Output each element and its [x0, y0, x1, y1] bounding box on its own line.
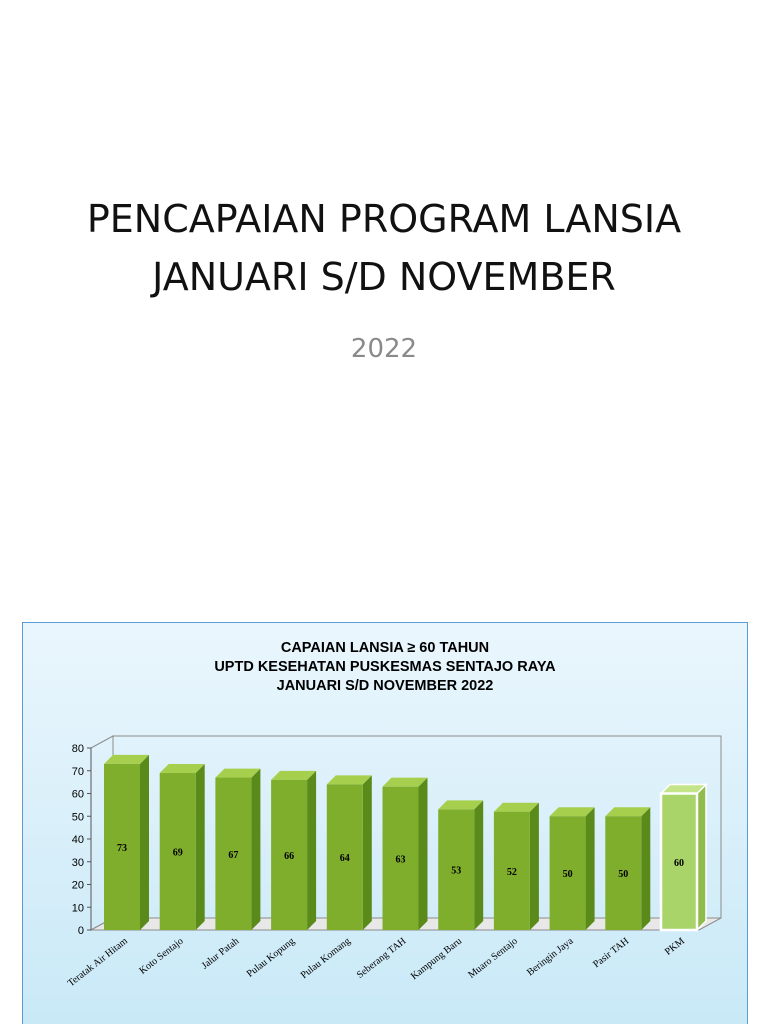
bar-side — [362, 775, 372, 930]
bar-side — [585, 807, 595, 930]
bar-top — [104, 754, 149, 764]
bar — [271, 779, 308, 930]
bar-value-label: 52 — [507, 867, 517, 878]
bar — [326, 784, 363, 930]
bar-side — [418, 777, 428, 930]
bar-top — [549, 807, 595, 817]
bar — [382, 786, 419, 930]
slide-title: PENCAPAIAN PROGRAM LANSIA JANUARI S/D NO… — [0, 190, 768, 306]
x-tick-label: Teratak Air Hitam — [66, 936, 130, 990]
x-tick-label: Muaro Sentajo — [466, 936, 519, 981]
y-tick-label: 20 — [72, 880, 84, 892]
bar-side — [529, 802, 539, 930]
bar — [215, 777, 252, 930]
slide-title-line2: JANUARI S/D NOVEMBER — [152, 255, 616, 299]
bar-top — [438, 800, 484, 810]
bar-side — [641, 807, 651, 930]
y-tick-label: 50 — [72, 811, 84, 823]
x-tick-label: Koto Sentajo — [137, 936, 185, 977]
bar-value-label: 60 — [674, 858, 684, 869]
bar-value-label: 64 — [340, 853, 350, 864]
bar-value-label: 69 — [173, 848, 183, 859]
y-tick-label: 10 — [72, 902, 84, 914]
x-tick-label: Kampung Baru — [409, 936, 464, 982]
slide-title-line1: PENCAPAIAN PROGRAM LANSIA — [86, 197, 682, 241]
bar-top — [271, 770, 317, 780]
y-tick-label: 80 — [72, 743, 84, 755]
y-tick-label: 0 — [78, 925, 84, 937]
y-tick-label: 30 — [72, 857, 84, 869]
bar-value-label: 50 — [618, 869, 628, 880]
y-tick-label: 60 — [72, 789, 84, 801]
x-tick-label: PKM — [663, 936, 687, 958]
bar-top — [215, 768, 261, 778]
bar-top — [493, 802, 539, 812]
bar-side — [696, 782, 707, 932]
chart-title-line3: JANUARI S/D NOVEMBER 2022 — [276, 678, 494, 694]
bar-top — [659, 783, 708, 795]
bar-top — [605, 807, 651, 817]
slide-subtitle: 2022 — [350, 334, 418, 364]
bar-value-label: 66 — [284, 851, 294, 862]
x-tick-label: Pasir TAH — [591, 936, 631, 971]
bar-side — [140, 754, 149, 930]
bar-top — [326, 775, 372, 785]
bar — [493, 811, 530, 930]
y-tick-label: 70 — [72, 766, 84, 778]
bar-top — [382, 777, 428, 787]
chart-title-line1: CAPAIAN LANSIA ≥ 60 TAHUN — [280, 640, 490, 656]
x-tick-label: Beringin Jaya — [525, 935, 576, 978]
chart-title-line2: UPTD KESEHATAN PUSKESMAS SENTAJO RAYA — [214, 659, 556, 675]
bar-side — [307, 770, 317, 930]
x-tick-label: Pulau Komang — [299, 936, 353, 981]
bar-top — [159, 764, 205, 774]
bar — [104, 763, 140, 930]
bar-side — [251, 768, 261, 930]
x-tick-label: Seberang TAH — [355, 936, 408, 981]
bar — [549, 816, 586, 930]
bar-value-label: 63 — [396, 854, 406, 865]
chart-title: CAPAIAN LANSIA ≥ 60 TAHUN UPTD KESEHATAN… — [23, 639, 747, 696]
bar-value-label: 50 — [563, 869, 573, 880]
bar-side — [474, 800, 484, 930]
bar-value-label: 73 — [117, 843, 127, 854]
bar — [438, 809, 475, 930]
x-tick-label: Jalur Patah — [200, 936, 242, 972]
x-tick-label: Pulau Kopung — [245, 936, 297, 980]
bar — [659, 792, 699, 932]
bar-chart: 0 10 20 30 40 50 60 70 80 73 Teratak Air Hitam 69 Ko… — [66, 735, 722, 990]
bar — [605, 816, 642, 930]
y-tick-label: 40 — [72, 834, 84, 846]
bar-value-label: 67 — [228, 850, 238, 861]
bar-value-label: 53 — [451, 866, 461, 877]
bar-side — [195, 764, 205, 930]
chart-container: CAPAIAN LANSIA ≥ 60 TAHUN UPTD KESEHATAN… — [22, 622, 748, 1024]
bar — [159, 773, 196, 930]
